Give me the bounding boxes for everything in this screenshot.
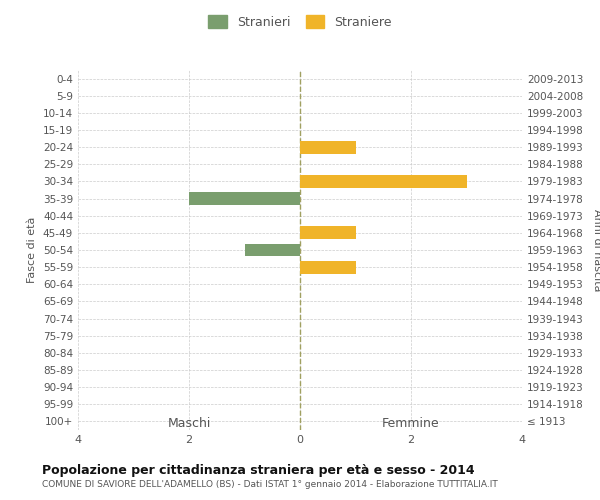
Bar: [245, 244, 300, 256]
Text: Popolazione per cittadinanza straniera per età e sesso - 2014: Popolazione per cittadinanza straniera p…: [42, 464, 475, 477]
Text: Femmine: Femmine: [382, 417, 440, 430]
Text: COMUNE DI SAVIORE DELL'ADAMELLO (BS) - Dati ISTAT 1° gennaio 2014 - Elaborazione: COMUNE DI SAVIORE DELL'ADAMELLO (BS) - D…: [42, 480, 498, 489]
Bar: [300, 175, 467, 188]
Bar: [189, 192, 300, 205]
Legend: Stranieri, Straniere: Stranieri, Straniere: [205, 11, 395, 32]
Bar: [300, 140, 355, 153]
Bar: [300, 260, 355, 274]
Text: Maschi: Maschi: [167, 417, 211, 430]
Y-axis label: Anni di nascita: Anni di nascita: [592, 209, 600, 291]
Y-axis label: Fasce di età: Fasce di età: [28, 217, 37, 283]
Bar: [300, 226, 355, 239]
